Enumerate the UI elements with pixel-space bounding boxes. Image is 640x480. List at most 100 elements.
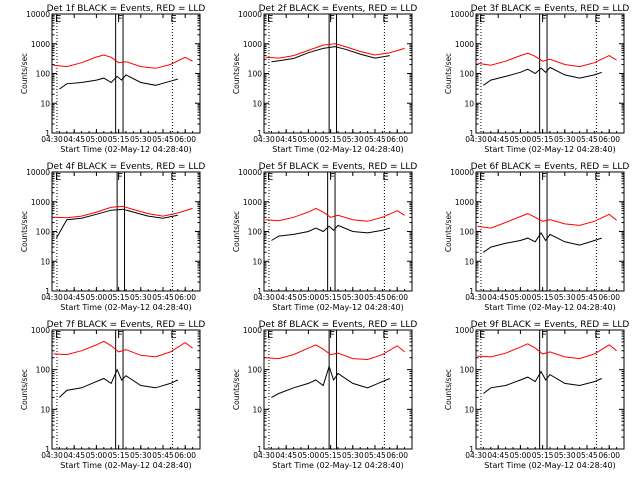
- plot-frame: [263, 13, 413, 134]
- y-tick-label: 10000: [26, 10, 50, 19]
- panel-title: Det 4f BLACK = Events, RED = LLD: [47, 162, 206, 172]
- y-tick-label: 100: [36, 366, 51, 375]
- event-marker-label: E: [170, 14, 176, 25]
- y-tick-label: 10: [40, 257, 50, 266]
- y-tick-label: 1000: [243, 198, 262, 207]
- x-tick-label: 05:30: [130, 451, 152, 460]
- y-tick-label: 1000: [31, 198, 50, 207]
- events-series-line: [59, 74, 178, 90]
- x-tick-label: 05:00: [298, 293, 320, 302]
- x-tick-label: 04:45: [275, 293, 297, 302]
- x-tick-label: 05:15: [532, 451, 554, 460]
- x-axis-label: Start Time (02-May-12 04:28:40): [484, 145, 615, 154]
- x-axis-label: Start Time (02-May-12 04:28:40): [484, 461, 615, 470]
- x-tick-label: 05:45: [152, 135, 174, 144]
- events-series-line: [271, 224, 390, 241]
- x-tick-label: 04:30: [253, 135, 275, 144]
- panel-det-5: Det 5f BLACK = Events, RED = LLD 1 10 100 10…: [232, 162, 417, 312]
- x-tick-label: 04:45: [487, 135, 509, 144]
- x-tick-label: 04:45: [63, 451, 85, 460]
- event-marker-label: F: [541, 172, 547, 183]
- x-tick-label: 06:00: [174, 135, 196, 144]
- x-axis-label: Start Time (02-May-12 04:28:40): [60, 461, 191, 470]
- panel-title: Det 7f BLACK = Events, RED = LLD: [47, 320, 206, 330]
- x-tick-label: 05:15: [108, 293, 130, 302]
- y-axis-label: Counts/sec: [444, 53, 453, 94]
- x-tick-label: 05:15: [320, 135, 342, 144]
- lld-series-line: [477, 343, 617, 360]
- y-axis-label: Counts/sec: [232, 369, 241, 410]
- x-tick-label: 05:30: [342, 135, 364, 144]
- y-tick-label: 10: [40, 405, 50, 414]
- panel-title: Det 2f BLACK = Events, RED = LLD: [259, 4, 418, 14]
- y-tick-label: 10: [464, 257, 474, 266]
- panel-title: Det 1f BLACK = Events, RED = LLD: [47, 4, 206, 14]
- panel-det-4: Det 4f BLACK = Events, RED = LLD 1 10 100 10…: [20, 162, 205, 312]
- event-marker-label: E: [594, 172, 600, 183]
- x-tick-label: 04:30: [465, 293, 487, 302]
- y-axis-label: Counts/sec: [20, 53, 29, 94]
- event-marker-label: F: [329, 14, 335, 25]
- panel-det-8: Det 8f BLACK = Events, RED = LLD 1 10 100 10…: [232, 320, 417, 470]
- y-tick-label: 100: [460, 366, 475, 375]
- events-series-line: [483, 231, 602, 253]
- events-series-line: [55, 208, 178, 239]
- lld-series-line: [53, 340, 193, 358]
- x-tick-label: 04:30: [253, 293, 275, 302]
- events-series-line: [271, 364, 390, 398]
- x-tick-label: 06:00: [598, 135, 620, 144]
- x-tick-label: 04:30: [465, 451, 487, 460]
- y-tick-label: 1000: [455, 326, 474, 335]
- x-tick-label: 05:15: [532, 293, 554, 302]
- x-tick-label: 06:00: [598, 293, 620, 302]
- x-tick-label: 05:15: [108, 451, 130, 460]
- event-marker-label: F: [329, 330, 335, 341]
- event-marker-label: E: [382, 14, 388, 25]
- lld-series-line: [265, 43, 405, 59]
- plot-frame: [51, 13, 201, 134]
- y-tick-label: 10000: [238, 10, 262, 19]
- event-marker-label: E: [479, 172, 485, 183]
- event-marker-label: F: [117, 14, 123, 25]
- panel-det-7: Det 7f BLACK = Events, RED = LLD 1 10 100 10…: [20, 320, 205, 470]
- panel-title: Det 3f BLACK = Events, RED = LLD: [471, 4, 630, 14]
- x-tick-label: 04:30: [41, 293, 63, 302]
- y-tick-label: 1: [469, 445, 474, 454]
- x-tick-label: 05:00: [298, 135, 320, 144]
- x-tick-label: 05:45: [364, 451, 386, 460]
- lld-series-line: [477, 52, 617, 68]
- plot-frame: [475, 171, 625, 292]
- y-tick-label: 100: [36, 70, 51, 79]
- y-tick-label: 1: [45, 445, 50, 454]
- event-marker-label: E: [479, 330, 485, 341]
- panel-det-6: Det 6f BLACK = Events, RED = LLD 1 10 100 10…: [444, 162, 629, 312]
- y-tick-label: 1: [257, 129, 262, 138]
- x-tick-label: 05:00: [298, 451, 320, 460]
- event-marker-label: E: [594, 14, 600, 25]
- x-tick-label: 05:15: [108, 135, 130, 144]
- y-tick-label: 100: [248, 366, 263, 375]
- x-tick-label: 05:45: [576, 135, 598, 144]
- events-series-line: [59, 368, 179, 398]
- y-tick-label: 1: [257, 287, 262, 296]
- x-tick-label: 04:45: [63, 135, 85, 144]
- x-tick-label: 05:45: [364, 293, 386, 302]
- event-marker-label: F: [541, 14, 547, 25]
- x-tick-label: 05:30: [554, 293, 576, 302]
- event-marker-label: E: [55, 172, 61, 183]
- lld-series-line: [53, 205, 193, 219]
- y-tick-label: 1000: [31, 326, 50, 335]
- lld-series-line: [265, 344, 405, 361]
- x-tick-label: 05:30: [342, 451, 364, 460]
- x-tick-label: 05:45: [576, 451, 598, 460]
- x-tick-label: 05:15: [320, 451, 342, 460]
- x-tick-label: 05:00: [510, 135, 532, 144]
- x-tick-label: 06:00: [386, 293, 408, 302]
- x-tick-label: 04:45: [487, 451, 509, 460]
- x-tick-label: 05:00: [510, 451, 532, 460]
- x-tick-label: 04:30: [41, 135, 63, 144]
- y-tick-label: 100: [248, 228, 263, 237]
- lld-series-line: [265, 207, 405, 222]
- panel-title: Det 5f BLACK = Events, RED = LLD: [259, 162, 418, 172]
